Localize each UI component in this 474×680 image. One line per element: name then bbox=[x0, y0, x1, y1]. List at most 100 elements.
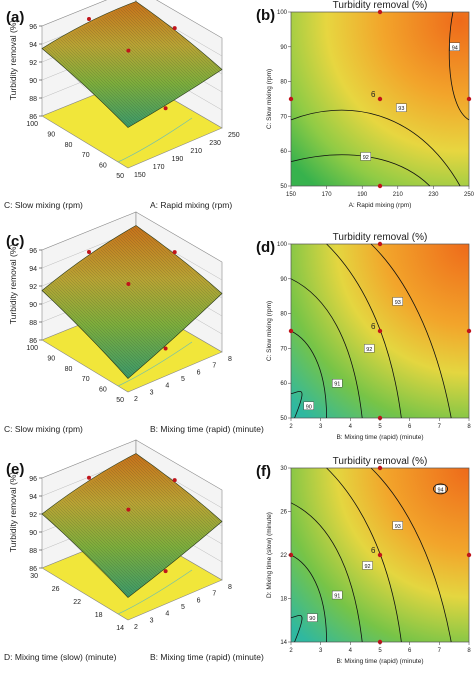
y-tick-label: 14 bbox=[116, 625, 124, 632]
z-tick-label: 90 bbox=[29, 302, 37, 309]
z-tick-label: 86 bbox=[29, 566, 37, 573]
y-tick-label: 100 bbox=[26, 121, 38, 128]
panel-label: (e) bbox=[6, 461, 24, 478]
y-tick-label: 30 bbox=[30, 573, 38, 580]
design-point bbox=[172, 478, 177, 483]
design-point bbox=[163, 106, 168, 111]
z-tick-label: 94 bbox=[29, 42, 37, 49]
y-tick-label: 50 bbox=[116, 173, 124, 180]
x-tick-label: 5 bbox=[181, 376, 185, 383]
x-tick-label: 4 bbox=[165, 383, 169, 390]
y-tick-label: 70 bbox=[280, 114, 287, 120]
design-point bbox=[163, 569, 168, 574]
z-tick-label: 92 bbox=[29, 60, 37, 67]
y-tick-label: 80 bbox=[280, 80, 287, 86]
y-tick-label: 22 bbox=[280, 553, 287, 559]
z-tick-label: 88 bbox=[29, 320, 37, 327]
contour-label-box bbox=[332, 590, 343, 600]
x-tick-label: 6 bbox=[197, 597, 201, 604]
surface-mesh bbox=[42, 453, 222, 598]
design-point bbox=[126, 281, 131, 286]
design-point bbox=[288, 328, 294, 334]
x-tick-label: 2 bbox=[134, 624, 138, 631]
x-tick-label: 2 bbox=[289, 424, 293, 430]
y-tick-label: 26 bbox=[52, 586, 60, 593]
x-tick-label: 6 bbox=[408, 648, 412, 654]
x-tick-label: 4 bbox=[165, 611, 169, 618]
x-tick-label: 150 bbox=[286, 192, 297, 198]
contour-label: 91 bbox=[334, 594, 340, 600]
center-point-count: 6 bbox=[371, 546, 376, 555]
contour-label-box bbox=[360, 152, 371, 161]
y-tick-label: 18 bbox=[95, 612, 103, 619]
contour-label-box bbox=[392, 297, 403, 306]
x-tick-label: 210 bbox=[393, 192, 404, 198]
y-tick-label: 60 bbox=[99, 163, 107, 170]
x-axis-label: A: Rapid mixing (rpm) bbox=[150, 200, 232, 210]
x-tick-label: 6 bbox=[197, 369, 201, 376]
y-tick-label: 70 bbox=[280, 346, 287, 352]
z-tick-label: 96 bbox=[29, 248, 37, 255]
y-tick-label: 90 bbox=[280, 277, 287, 283]
contour-label-box bbox=[364, 344, 375, 353]
design-point bbox=[377, 552, 383, 558]
panel-label: (b) bbox=[256, 7, 275, 24]
y-axis-label: D: Mixing time (slow) (minute) bbox=[4, 652, 117, 662]
design-point bbox=[87, 475, 91, 480]
contour-label-box bbox=[396, 103, 407, 112]
x-tick-label: 8 bbox=[467, 648, 471, 654]
design-point bbox=[466, 552, 472, 558]
contour-label-box bbox=[435, 484, 446, 494]
y-tick-label: 50 bbox=[280, 184, 287, 190]
x-tick-label: 250 bbox=[464, 192, 474, 198]
chart-title: Turbidity removal (%) bbox=[333, 456, 428, 467]
y-tick-label: 60 bbox=[280, 381, 287, 387]
x-tick-label: 230 bbox=[428, 192, 439, 198]
design-point bbox=[377, 96, 383, 102]
floor-contour bbox=[117, 341, 193, 387]
panel-label: (a) bbox=[6, 9, 24, 26]
x-tick-label: 8 bbox=[228, 356, 232, 363]
x-tick-label: 7 bbox=[438, 648, 442, 654]
design-point bbox=[288, 96, 294, 102]
x-tick-label: 5 bbox=[378, 424, 382, 430]
contour-label-box bbox=[332, 378, 343, 388]
x-tick-label: 230 bbox=[209, 140, 221, 147]
x-tick-label: 4 bbox=[349, 424, 353, 430]
y-tick-label: 80 bbox=[65, 366, 73, 373]
x-tick-label: 5 bbox=[181, 604, 185, 611]
contour-label: 90 bbox=[309, 616, 315, 622]
y-tick-label: 90 bbox=[47, 355, 55, 362]
center-point-count: 6 bbox=[371, 90, 376, 99]
floor-contour bbox=[117, 569, 193, 615]
contour-line bbox=[290, 330, 327, 419]
y-axis-label: C: Slow mixing (rpm) bbox=[266, 69, 273, 129]
design-point bbox=[126, 507, 131, 512]
y-tick-label: 14 bbox=[280, 640, 287, 646]
y-tick-label: 90 bbox=[47, 131, 55, 138]
design-point bbox=[87, 17, 91, 21]
design-point bbox=[172, 250, 177, 255]
design-point bbox=[466, 96, 472, 102]
x-tick-label: 190 bbox=[172, 156, 184, 163]
z-tick-label: 88 bbox=[29, 548, 37, 555]
contour-line bbox=[326, 243, 402, 419]
z-tick-label: 92 bbox=[29, 284, 37, 291]
surface-mesh bbox=[42, 225, 222, 379]
z-tick-label: 90 bbox=[29, 78, 37, 85]
z-tick-label: 92 bbox=[29, 512, 37, 519]
chart-title: Turbidity removal (%) bbox=[333, 0, 428, 11]
y-tick-label: 70 bbox=[82, 152, 90, 159]
x-axis-label: B: Mixing time (rapid) (minute) bbox=[150, 424, 264, 434]
x-tick-label: 7 bbox=[212, 591, 216, 598]
contour-line bbox=[290, 615, 303, 643]
y-tick-label: 90 bbox=[280, 45, 287, 51]
contour-label: 92 bbox=[366, 347, 372, 353]
x-tick-label: 3 bbox=[150, 617, 154, 624]
contour-label: 93 bbox=[395, 524, 401, 530]
contour-label-box bbox=[449, 42, 460, 51]
contour-line bbox=[290, 554, 327, 643]
x-axis-label: A: Rapid mixing (rpm) bbox=[349, 202, 412, 209]
